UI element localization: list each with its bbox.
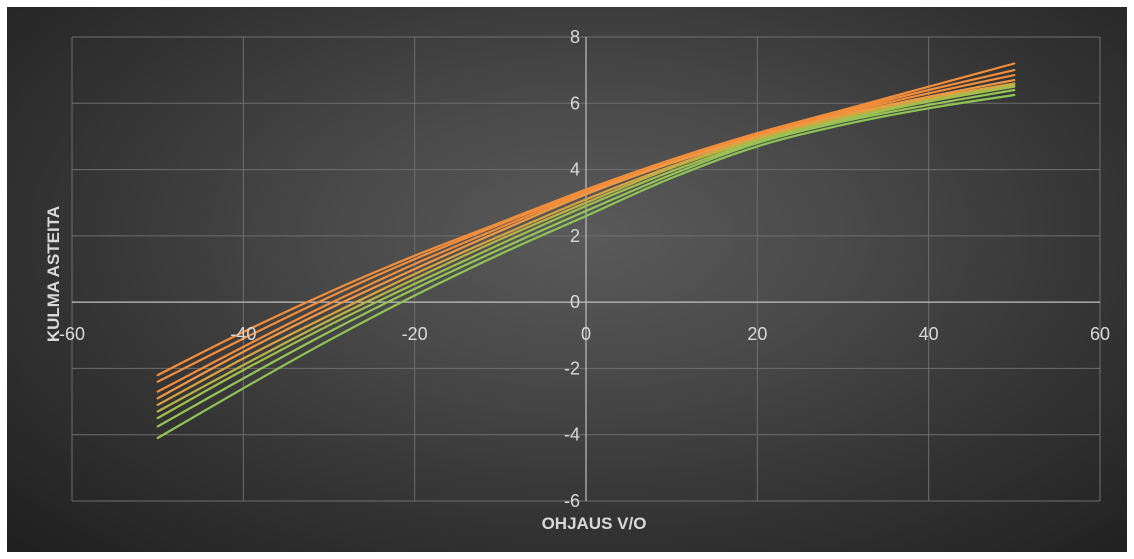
x-tick-label: 40	[919, 324, 939, 344]
y-tick-label: 6	[570, 93, 580, 113]
x-tick-label: 20	[747, 324, 767, 344]
series-line-8	[156, 88, 1016, 428]
series-line-7	[156, 85, 1016, 420]
series-line-3	[156, 74, 1016, 393]
series-line-6	[156, 84, 1016, 413]
y-axis-title: KULMA ASTEITA	[44, 206, 63, 342]
x-tick-label: -60	[59, 324, 85, 344]
x-tick-label: -40	[230, 324, 256, 344]
chart-area: -60 -40 -20 0 20 40 60 -6 -4 -2 0 2 4 6 8 OHJAUS V/O K…	[7, 7, 1127, 552]
series-line-2	[156, 69, 1016, 383]
y-tick-label: 4	[570, 160, 580, 180]
y-tick-label: 8	[570, 27, 580, 47]
y-tick-label: 2	[570, 226, 580, 246]
x-tick-label: 60	[1090, 324, 1110, 344]
y-tick-label: 0	[570, 292, 580, 312]
series-lines	[156, 62, 1016, 440]
series-line-5	[156, 82, 1016, 406]
y-tick-label: -4	[564, 425, 580, 445]
y-tick-label: -2	[564, 358, 580, 378]
x-tick-label: 0	[581, 324, 591, 344]
series-line-9	[156, 93, 1016, 440]
series-line-4	[156, 79, 1016, 400]
x-tick-label: -20	[402, 324, 428, 344]
series-line-1	[156, 62, 1016, 377]
x-axis-title: OHJAUS V/O	[542, 514, 647, 533]
axes	[72, 37, 1100, 501]
y-tick-label: -6	[564, 491, 580, 511]
